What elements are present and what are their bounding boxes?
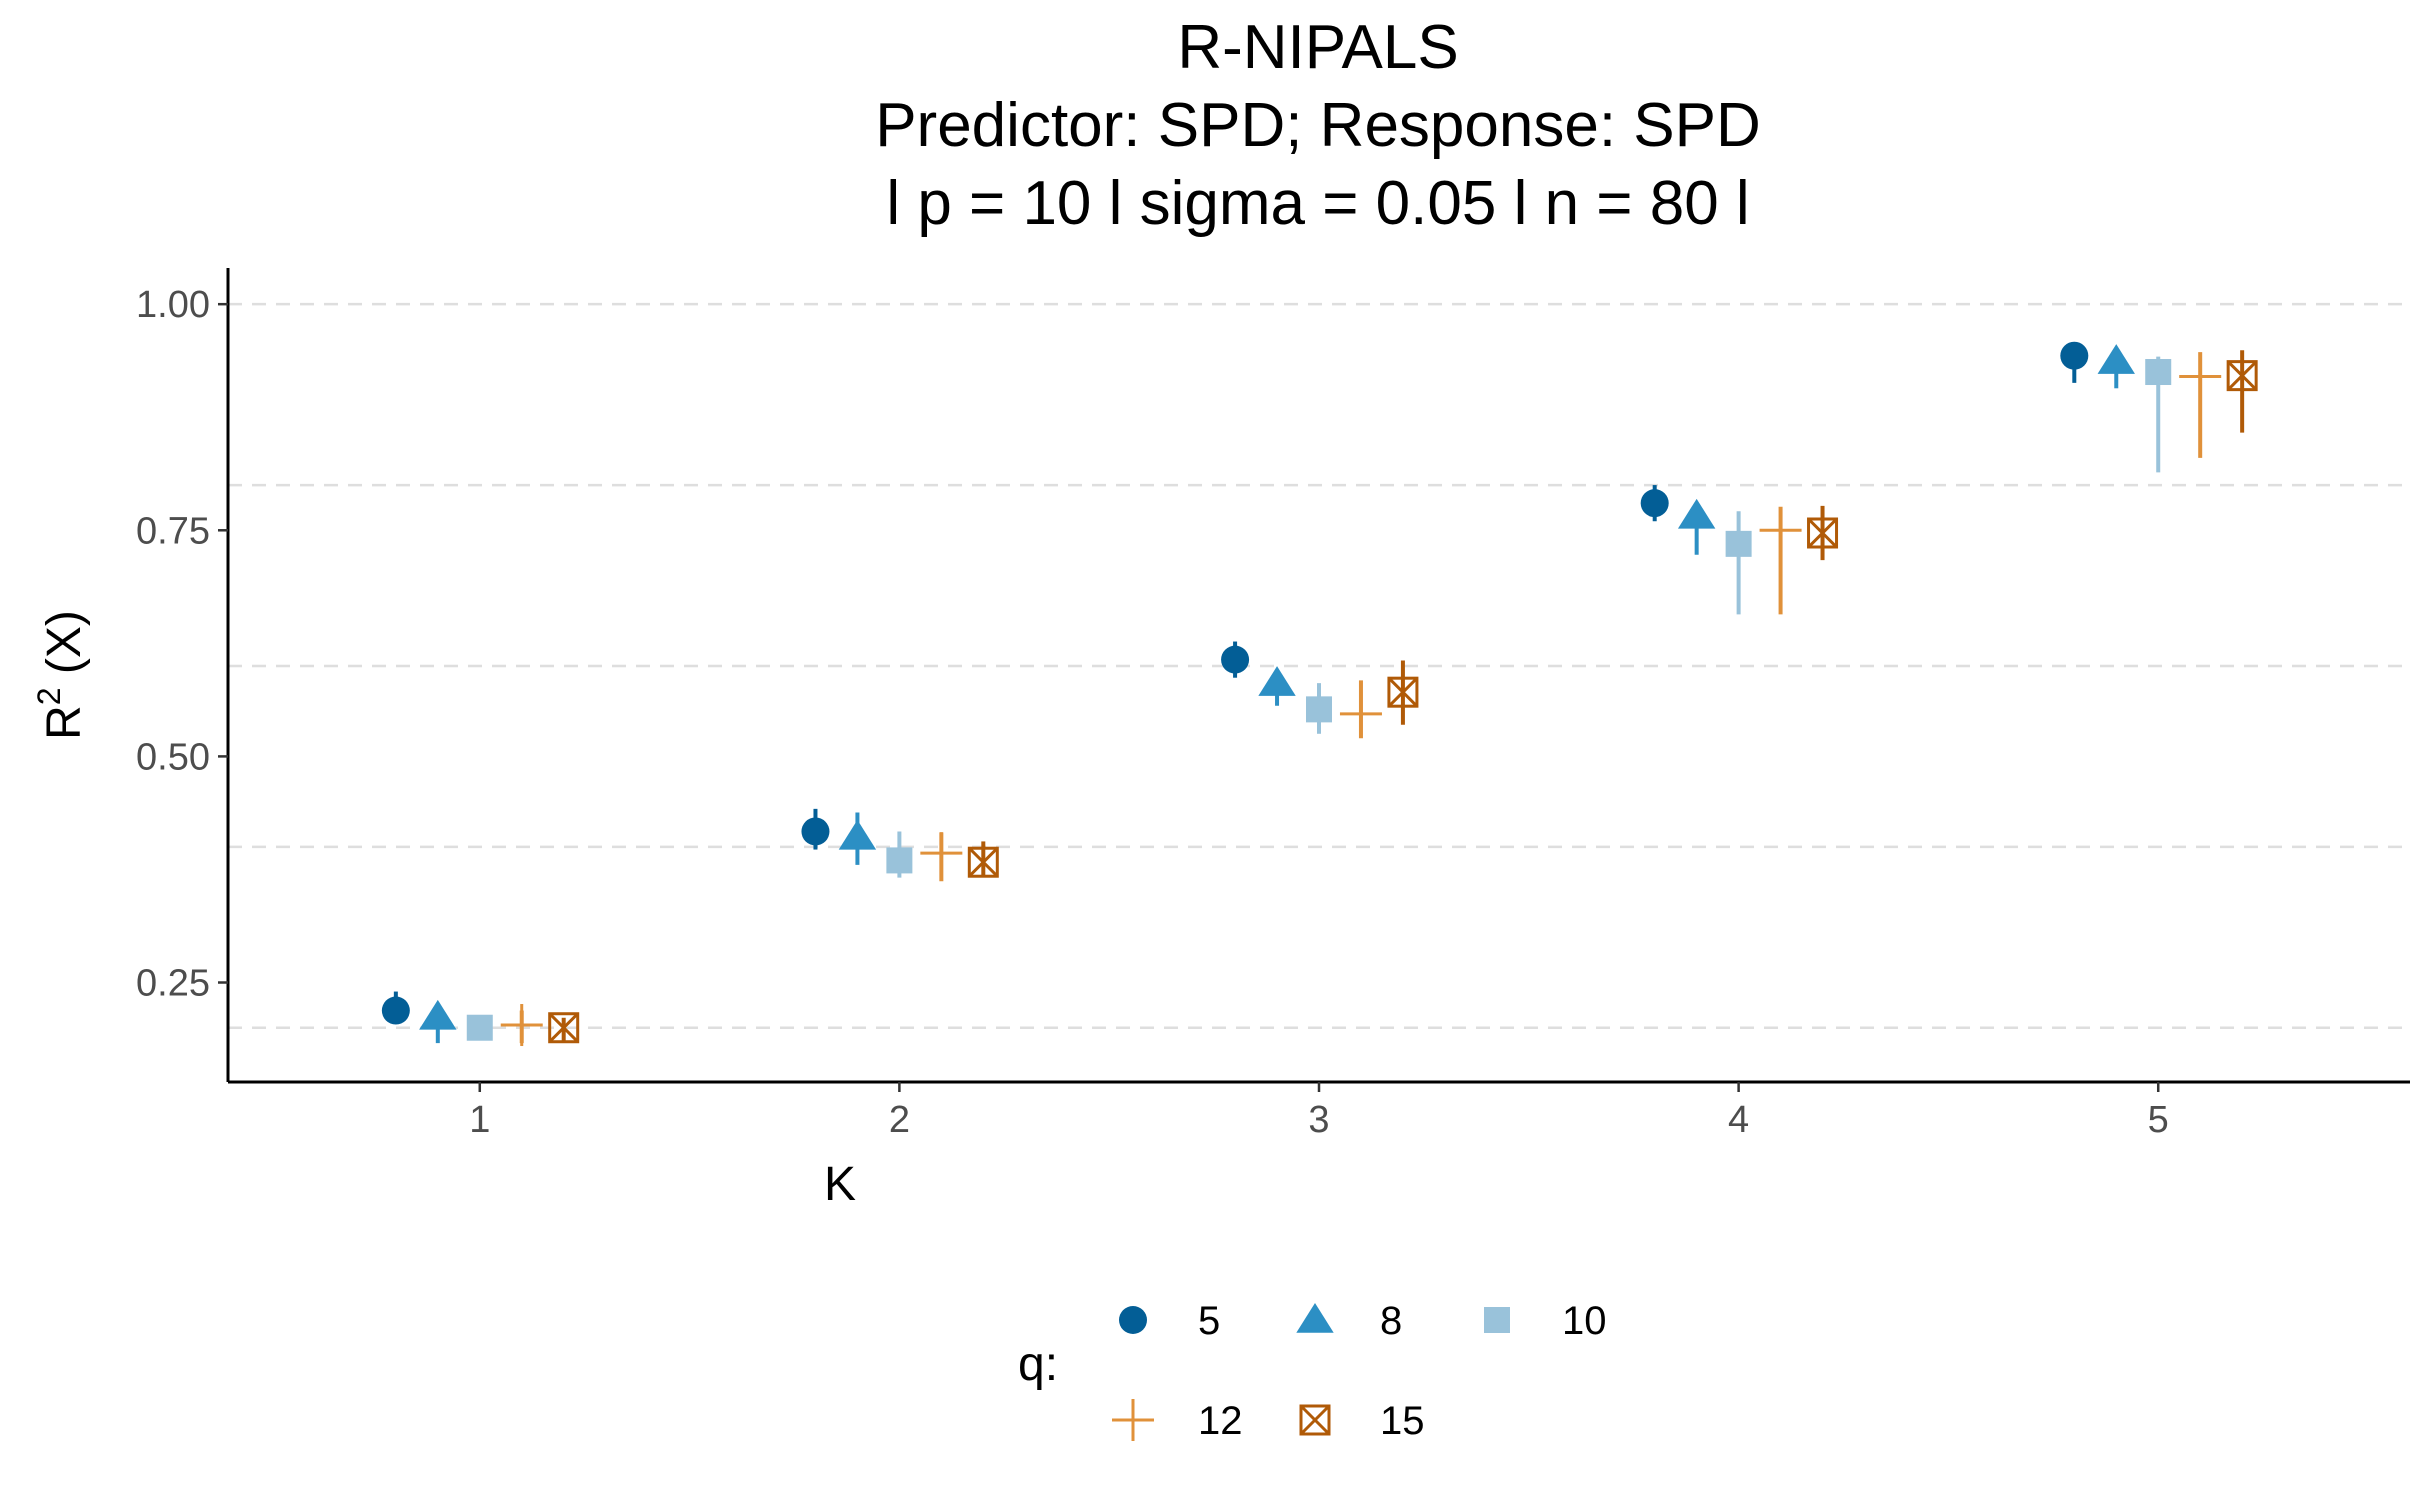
legend-key-15 [1299, 1404, 1331, 1436]
point-q12-k4 [1759, 509, 1802, 552]
legend-key-12 [1112, 1399, 1154, 1441]
legend-item-5: 5 [1119, 1299, 1220, 1343]
point-q15-k5 [2226, 360, 2258, 392]
x-tick-label-4: 5 [2148, 1099, 2169, 1141]
series-q-12 [500, 352, 2222, 1047]
legend-key-10 [1484, 1307, 1510, 1333]
y-tick-label-2: 0.75 [136, 510, 210, 552]
legend-item-12: 12 [1112, 1399, 1243, 1443]
legend-label-10: 10 [1562, 1299, 1607, 1343]
y-tick-label-1: 0.50 [136, 736, 210, 778]
series-q-5 [381, 341, 2089, 1025]
point-q12-k2 [920, 832, 963, 875]
legend-label-12: 12 [1198, 1399, 1243, 1443]
x-tick-label-0: 1 [469, 1099, 490, 1141]
point-q12-k5 [2179, 355, 2222, 398]
point-q5-k2 [801, 817, 830, 846]
point-q8-k4 [1677, 498, 1716, 529]
legend-items: 5 8 10 12 15 [1112, 1299, 1607, 1443]
point-q12-k3 [1339, 692, 1382, 735]
legend-item-15: 15 [1299, 1399, 1425, 1443]
x-axis-ticks: 1 2 3 4 5 [469, 1082, 2169, 1141]
point-q10-k5 [2145, 359, 2172, 386]
gridlines [228, 302, 2410, 1029]
point-q10-k2 [886, 847, 913, 874]
point-q10-k4 [1725, 530, 1752, 557]
point-q10-k3 [1306, 696, 1332, 723]
point-q8-k5 [2097, 344, 2135, 374]
point-q15-k3 [1387, 676, 1419, 708]
data-layer [381, 341, 2258, 1047]
chart-title: R-NIPALS Predictor: SPD; Response: SPD l… [875, 13, 1761, 238]
point-q8-k1 [419, 999, 457, 1030]
point-q8-k3 [1258, 666, 1296, 696]
legend-label-8: 8 [1380, 1299, 1402, 1343]
x-tick-label-3: 4 [1728, 1099, 1749, 1141]
legend-item-10: 10 [1484, 1299, 1607, 1343]
point-q12-k1 [500, 1004, 543, 1047]
series-q-15 [548, 350, 2258, 1044]
series-q-8 [419, 344, 2135, 1044]
legend-label-15: 15 [1380, 1399, 1425, 1443]
point-q5-k3 [1221, 645, 1250, 674]
y-tick-label-3: 1.00 [136, 284, 210, 326]
point-q5-k5 [2060, 341, 2089, 370]
point-q10-k1 [466, 1014, 493, 1041]
legend-key-8 [1296, 1303, 1334, 1333]
legend-item-8: 8 [1296, 1299, 1402, 1343]
legend: q: 5 8 10 12 15 [1018, 1299, 1607, 1443]
y-tick-label-0: 0.25 [136, 963, 210, 1005]
point-q8-k2 [838, 819, 877, 850]
y-axis-ticks: 0.25 0.50 0.75 1.00 [136, 284, 228, 1005]
title-line-3: l p = 10 l sigma = 0.05 l n = 80 l [886, 169, 1749, 238]
x-tick-label-1: 2 [889, 1099, 910, 1141]
legend-label-5: 5 [1198, 1299, 1220, 1343]
legend-title: q: [1018, 1338, 1058, 1391]
point-q15-k4 [1807, 517, 1839, 549]
series-q-10 [466, 356, 2172, 1041]
x-axis-title: K [824, 1158, 856, 1211]
point-q5-k1 [381, 996, 410, 1025]
point-q15-k1 [548, 1012, 580, 1044]
legend-key-5 [1119, 1306, 1147, 1334]
title-line-2: Predictor: SPD; Response: SPD [875, 91, 1761, 160]
point-q5-k4 [1640, 489, 1669, 518]
x-tick-label-2: 3 [1308, 1099, 1329, 1141]
y-axis-title: R2 (X) [31, 610, 91, 740]
point-q15-k2 [967, 846, 999, 878]
title-line-1: R-NIPALS [1177, 13, 1458, 82]
